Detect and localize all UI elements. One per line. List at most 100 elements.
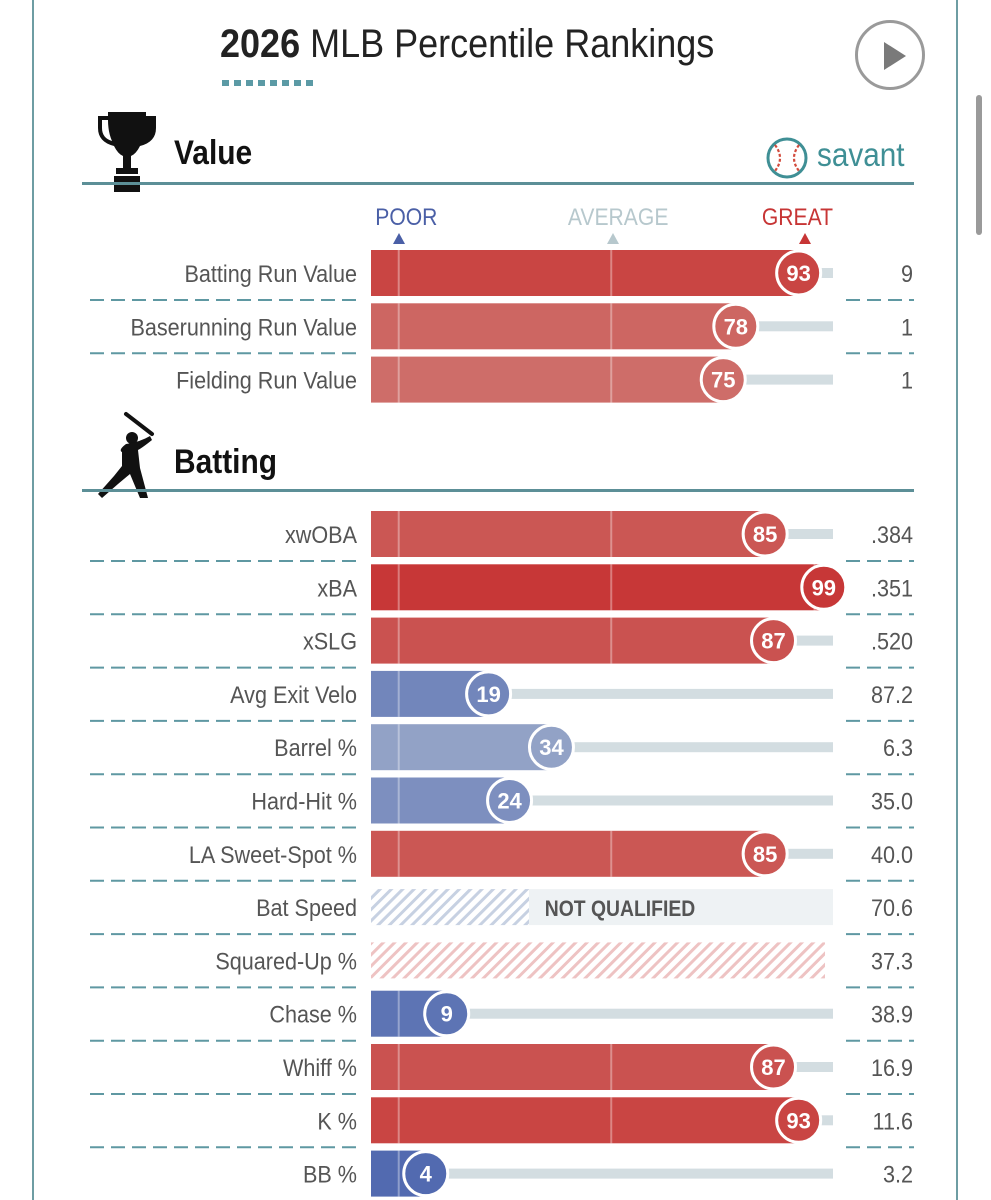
not-qualified-label: NOT QUALIFIED [545,897,696,921]
frame-left-border [32,0,34,1200]
percentile-number: 75 [711,368,735,393]
metric-value: 70.6 [871,894,913,921]
metric-value: 3.2 [883,1161,913,1188]
percentile-circle [800,563,848,611]
metric-value: 11.6 [873,1107,913,1134]
section-rule-batting [82,489,914,492]
scale-label-great: GREAT [761,204,834,231]
section-title-value: Value [174,134,253,172]
metric-label: Bat Speed [256,894,357,921]
metric-label: Squared-Up % [215,947,357,974]
metric-value: 1 [901,367,913,394]
metric-label: xSLG [303,628,357,655]
metric-value: 38.9 [871,1001,913,1028]
percentile-circle [465,670,513,718]
metric-value: .384 [871,521,913,548]
percentile-bar [371,1097,799,1144]
percentile-number: 24 [497,789,522,814]
percentile-bar [371,564,824,611]
percentile-bar [371,617,774,664]
scale-marker-average [607,233,619,244]
percentile-bar [371,511,766,557]
metric-label: Barrel % [274,734,357,761]
track-bar [371,742,833,753]
percentile-circle [712,302,760,350]
percentile-number: 78 [724,314,748,339]
track-bar [371,688,833,699]
title-text: MLB Percentile Rankings [300,22,715,66]
percentile-bar [371,830,766,877]
metric-label: Whiff % [283,1054,357,1081]
metric-label: BB % [303,1161,357,1188]
percentile-number: 19 [476,682,500,707]
percentile-number: 93 [786,1108,810,1133]
percentile-bar [371,250,799,296]
track-bar [371,1168,833,1179]
hatch-bar [371,942,825,979]
percentile-number: 87 [761,1055,785,1080]
metric-value: .351 [871,574,913,601]
hatch-bar [371,889,529,926]
frame-right-border [956,0,958,1200]
metric-value: 35.0 [871,787,913,814]
percentile-circle [741,510,789,558]
metric-value: 40.0 [871,841,913,868]
metric-label: xwOBA [285,521,358,548]
percentile-bar [371,356,724,403]
scale-marker-poor [393,233,405,244]
percentile-circle [741,830,789,878]
metric-label: Avg Exit Velo [230,681,357,708]
scale-label-poor: POOR [375,204,438,231]
metric-value: .520 [871,628,913,655]
percentile-number: 34 [539,735,564,760]
percentile-number: 4 [420,1162,433,1187]
scrollbar[interactable] [976,95,982,235]
metric-label: Hard-Hit % [251,787,357,814]
metric-label: Chase % [269,1001,357,1028]
metric-value: 37.3 [871,947,913,974]
metric-value: 16.9 [871,1054,913,1081]
scale-marker-great [799,233,811,244]
metric-label: K % [317,1107,357,1134]
percentile-number: 93 [786,261,810,286]
metric-label: Fielding Run Value [176,367,357,394]
percentile-circle [699,356,747,404]
percentile-bar [371,724,552,771]
metric-value: 9 [901,260,913,287]
title-year: 2026 [220,22,301,66]
percentile-number: 9 [441,1002,453,1027]
scale-label-average: AVERAGE [567,204,669,231]
metric-value: 1 [901,313,913,340]
metric-label: LA Sweet-Spot % [189,841,357,868]
percentile-number: 99 [812,575,836,600]
metric-value: 6.3 [883,734,913,761]
title-underline-dots [222,80,314,86]
percentile-number: 87 [761,629,785,654]
percentile-circle [402,1150,450,1198]
percentile-circle [750,1043,798,1091]
savant-brand-text: savant [817,136,905,173]
percentile-number: 85 [753,522,777,547]
metric-label: Baserunning Run Value [130,313,357,340]
track-bar [371,1008,833,1019]
section-rule-value [82,182,914,185]
percentile-circle [527,723,575,771]
percentile-bar [371,1044,774,1090]
batter-icon [98,412,154,498]
percentile-circle [486,777,534,824]
percentile-circle [775,1096,823,1144]
metric-label: xBA [317,574,357,601]
metric-label: Batting Run Value [185,260,357,287]
percentile-number: 85 [753,842,777,867]
page-title: 2026 MLB Percentile Rankings [220,22,714,67]
percentile-circle [750,617,798,665]
section-title-batting: Batting [174,443,278,481]
percentile-bar [371,303,736,350]
play-icon [884,42,906,70]
metric-value: 87.2 [871,681,913,708]
baseball-icon [766,137,808,179]
percentile-circle [775,249,823,297]
track-bar [371,795,833,806]
play-button[interactable] [855,20,925,90]
